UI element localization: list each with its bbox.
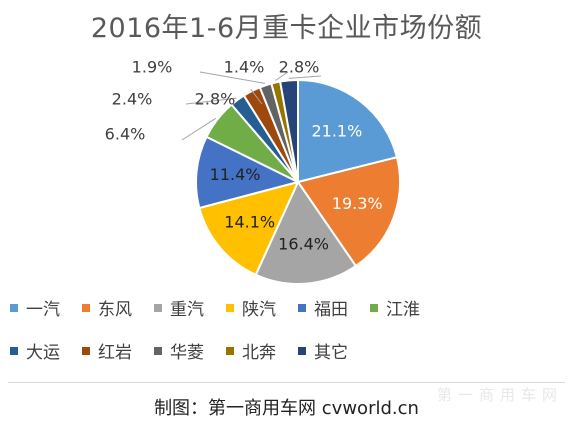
pie-slice-3 bbox=[254, 179, 358, 285]
leader-line-10 bbox=[275, 71, 289, 81]
slice-label-3: 16.4% bbox=[278, 235, 329, 254]
legend-item-9: 华菱 bbox=[154, 338, 204, 363]
slice-label-7: 2.4% bbox=[112, 90, 153, 109]
legend-item-2: 东风 bbox=[82, 295, 132, 320]
legend-row-2: 大运 红岩 华菱 北奔 其它 bbox=[10, 338, 370, 363]
leader-line-8 bbox=[250, 88, 263, 105]
pie-slice-5 bbox=[195, 135, 301, 210]
slice-label-9: 1.9% bbox=[132, 58, 173, 77]
legend-swatch-10 bbox=[226, 346, 234, 355]
slice-label-1: 21.1% bbox=[311, 122, 362, 141]
legend-label-10: 北奔 bbox=[242, 343, 276, 363]
legend-swatch-4 bbox=[226, 303, 234, 312]
legend-item-11: 其它 bbox=[298, 338, 348, 363]
legend-label-4: 陕汽 bbox=[242, 300, 276, 320]
watermark: 第一商用车网 bbox=[436, 386, 563, 404]
chart-title: 2016年1-6月重卡企业市场份额 bbox=[90, 13, 483, 44]
pie-slice-2 bbox=[296, 156, 401, 268]
pie-slice-4 bbox=[198, 180, 300, 277]
legend-swatch-8 bbox=[82, 346, 90, 355]
legend-swatch-9 bbox=[154, 346, 162, 355]
legend-label-3: 重汽 bbox=[170, 300, 204, 320]
leader-line-11 bbox=[288, 75, 322, 79]
legend-item-5: 福田 bbox=[298, 295, 348, 320]
legend-label-5: 福田 bbox=[314, 300, 348, 320]
legend-item-1: 一汽 bbox=[10, 295, 60, 320]
pie-slice-11 bbox=[278, 78, 299, 183]
legend-swatch-3 bbox=[154, 303, 162, 312]
leader-line-9 bbox=[199, 71, 265, 84]
pie-slice-1 bbox=[297, 78, 399, 184]
legend-swatch-5 bbox=[298, 303, 306, 312]
legend-swatch-6 bbox=[370, 303, 378, 312]
leader-line-6 bbox=[181, 117, 217, 141]
slice-label-8: 2.8% bbox=[195, 90, 236, 109]
legend-item-3: 重汽 bbox=[154, 295, 204, 320]
legend-row-1: 一汽 东风 重汽 陕汽 福田 江淮 bbox=[10, 295, 442, 320]
slice-label-11: 2.8% bbox=[279, 58, 320, 77]
slice-label-2: 19.3% bbox=[332, 194, 383, 213]
legend-label-1: 一汽 bbox=[26, 300, 60, 320]
legend-swatch-7 bbox=[10, 346, 18, 355]
footer-credit: 制图：第一商用车网 cvworld.cn bbox=[154, 398, 419, 419]
slice-label-6: 6.4% bbox=[105, 125, 146, 144]
slice-label-4: 14.1% bbox=[224, 212, 275, 231]
legend-swatch-11 bbox=[298, 346, 306, 355]
legend-label-9: 华菱 bbox=[170, 343, 204, 363]
legend-label-6: 江淮 bbox=[386, 300, 420, 320]
slice-label-5: 11.4% bbox=[210, 165, 261, 184]
legend-label-8: 红岩 bbox=[98, 343, 132, 363]
divider bbox=[8, 382, 565, 383]
legend-item-7: 大运 bbox=[10, 338, 60, 363]
legend-label-7: 大运 bbox=[26, 343, 60, 363]
legend-label-11: 其它 bbox=[314, 343, 348, 363]
legend-item-10: 北奔 bbox=[226, 338, 276, 363]
legend-item-6: 江淮 bbox=[370, 295, 420, 320]
leader-line-7 bbox=[185, 97, 237, 105]
legend-swatch-2 bbox=[82, 303, 90, 312]
legend-swatch-1 bbox=[10, 303, 18, 312]
legend-label-2: 东风 bbox=[98, 300, 132, 320]
slice-label-10: 1.4% bbox=[224, 58, 265, 77]
legend-item-4: 陕汽 bbox=[226, 295, 276, 320]
legend-item-8: 红岩 bbox=[82, 338, 132, 363]
